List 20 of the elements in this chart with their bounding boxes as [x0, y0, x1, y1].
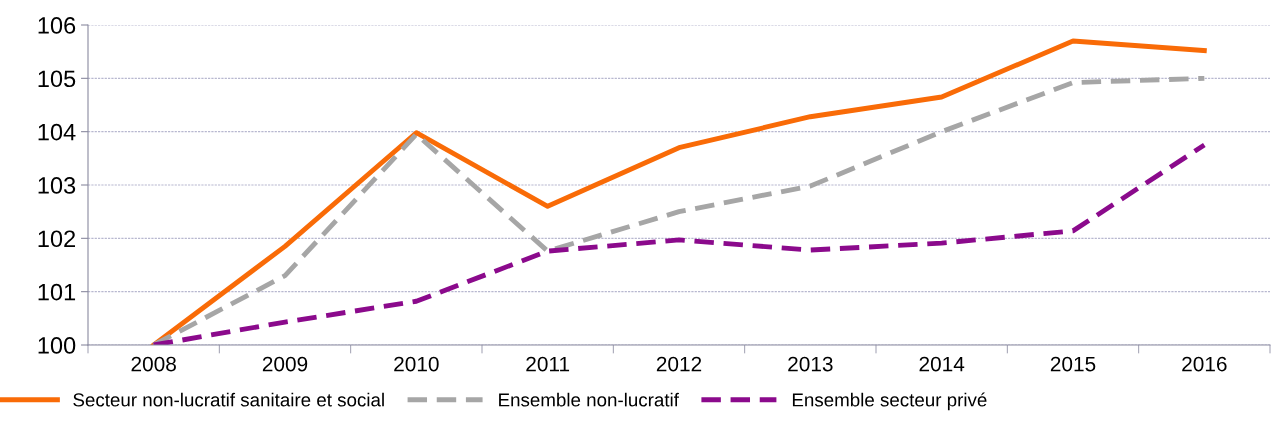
x-tick-label: 2014	[919, 356, 965, 372]
line-series	[151, 142, 1207, 345]
legend-label: Ensemble non-lucratif	[499, 392, 679, 407]
y-tick-label: 101	[38, 283, 76, 301]
y-tick-label: 103	[38, 177, 76, 194]
y-tick-label: 105	[38, 70, 76, 88]
x-tick-label: 2010	[394, 356, 439, 372]
x-tick-label: 2009	[262, 356, 308, 372]
x-tick-label: 2008	[131, 356, 176, 372]
y-tick-label: 100	[38, 337, 76, 354]
x-tick-label: 2016	[1182, 356, 1227, 372]
y-tick-label: 106	[38, 17, 76, 34]
x-tick-label: 2013	[788, 356, 833, 372]
y-tick-label: 102	[38, 230, 76, 248]
x-tick-label: 2015	[1050, 356, 1096, 372]
x-tick-label: 2011	[526, 356, 570, 372]
legend-label: Secteur non-lucratif sanitaire et social	[73, 392, 384, 407]
legend-label: Ensemble secteur privé	[792, 392, 987, 411]
y-tick-label: 104	[38, 123, 76, 141]
x-tick-label: 2012	[656, 356, 702, 372]
